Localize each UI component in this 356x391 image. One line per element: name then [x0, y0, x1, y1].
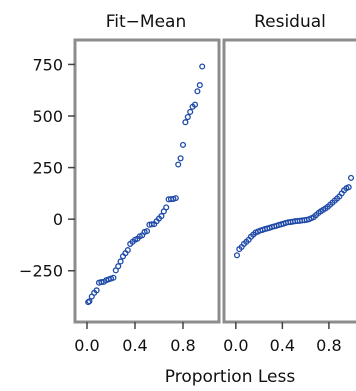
data-point: [177, 155, 184, 162]
data-point: [191, 101, 199, 108]
x-tick-label: 0.0: [74, 336, 99, 355]
data-point: [194, 88, 201, 95]
data-point: [124, 247, 131, 254]
panel-frame-residual: [222, 38, 356, 324]
data-point: [345, 184, 352, 191]
data-point: [172, 195, 179, 202]
data-point: [184, 113, 191, 121]
x-tick-label: 0.8: [316, 336, 341, 355]
x-tick-label: 0.0: [223, 336, 248, 355]
x-tick-label: 0.8: [170, 336, 195, 355]
data-point: [158, 213, 165, 220]
data-point: [187, 108, 194, 115]
x-axis-label: Proportion Less: [165, 367, 296, 387]
data-point: [143, 228, 151, 235]
data-point: [163, 204, 170, 211]
data-point: [199, 63, 206, 70]
x-tick-label: 0.4: [122, 336, 147, 355]
y-tick-label: −250: [19, 262, 63, 281]
y-tick-label: 750: [32, 55, 63, 74]
data-point: [115, 263, 122, 270]
data-point: [148, 221, 155, 228]
y-tick-label: 500: [32, 107, 63, 126]
data-point: [110, 274, 117, 281]
series-fit-mean: [85, 63, 206, 306]
data-point: [93, 287, 100, 294]
data-point: [117, 258, 124, 265]
data-point: [196, 82, 203, 89]
x-tick-label: 0.4: [270, 336, 295, 355]
data-point: [175, 161, 182, 168]
data-point: [86, 298, 93, 305]
data-point: [233, 252, 241, 259]
panel-frame-fit-mean: [73, 38, 221, 324]
data-point: [347, 174, 355, 181]
panel-title-fit-mean: Fit−Mean: [106, 12, 187, 32]
data-point: [179, 141, 187, 148]
series-residual: [233, 174, 355, 259]
y-tick-label: 250: [32, 159, 63, 178]
y-tick-label: 0: [53, 210, 63, 229]
data-point: [182, 119, 189, 126]
panel-title-residual: Residual: [254, 12, 326, 32]
